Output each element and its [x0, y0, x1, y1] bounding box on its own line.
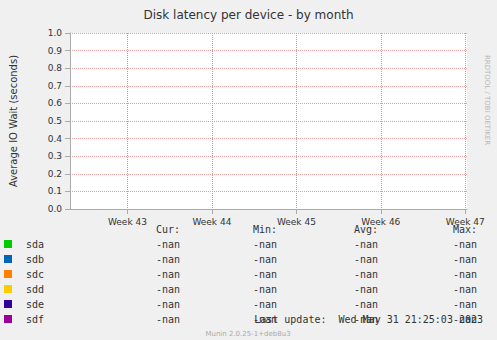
svg-text:-nan: -nan	[453, 254, 477, 265]
svg-text:RRDTOOL / TOBI OETIKER: RRDTOOL / TOBI OETIKER	[483, 55, 491, 145]
svg-text:sde: sde	[26, 299, 44, 310]
svg-text:Last update: Wed May 31 21:25: Last update: Wed May 31 21:25:03 2023	[254, 314, 483, 325]
svg-text:-nan: -nan	[156, 284, 180, 295]
svg-text:-nan: -nan	[354, 284, 378, 295]
svg-text:0.6: 0.6	[48, 98, 63, 108]
svg-text:-nan: -nan	[354, 299, 378, 310]
svg-text:Cur:: Cur:	[156, 224, 180, 235]
svg-text:sdb: sdb	[26, 254, 44, 265]
svg-text:Disk latency per device - by m: Disk latency per device - by month	[143, 8, 353, 22]
svg-text:-nan: -nan	[354, 239, 378, 250]
svg-text:Week 43: Week 43	[108, 217, 147, 227]
svg-text:0.7: 0.7	[48, 81, 62, 91]
svg-text:Week 45: Week 45	[277, 217, 316, 227]
svg-text:0.0: 0.0	[48, 204, 63, 214]
svg-text:sda: sda	[26, 239, 44, 250]
svg-text:Week 46: Week 46	[361, 217, 400, 227]
svg-text:-nan: -nan	[453, 269, 477, 280]
svg-text:Max:: Max:	[452, 223, 477, 235]
svg-text:0.5: 0.5	[48, 116, 62, 126]
svg-text:-nan: -nan	[156, 314, 180, 325]
svg-text:sdd: sdd	[26, 284, 44, 295]
svg-text:0.1: 0.1	[48, 186, 62, 196]
svg-text:-nan: -nan	[156, 299, 180, 310]
svg-text:Avg:: Avg:	[353, 223, 378, 235]
svg-text:-nan: -nan	[453, 239, 477, 250]
svg-text:-nan: -nan	[453, 284, 477, 295]
svg-text:-nan: -nan	[156, 239, 180, 250]
svg-text:-nan: -nan	[354, 269, 378, 280]
svg-text:-nan: -nan	[453, 299, 477, 310]
svg-text:-nan: -nan	[253, 284, 277, 295]
svg-text:0.2: 0.2	[48, 169, 62, 179]
svg-text:0.3: 0.3	[48, 151, 62, 161]
svg-text:-nan: -nan	[156, 254, 180, 265]
svg-text:-nan: -nan	[253, 254, 277, 265]
svg-text:Week 47: Week 47	[446, 217, 485, 227]
svg-text:sdf: sdf	[26, 314, 44, 325]
svg-text:0.4: 0.4	[48, 134, 63, 144]
svg-text:Average IO Wait (seconds): Average IO Wait (seconds)	[8, 55, 19, 187]
svg-text:Munin 2.0.25-1+deb8u3: Munin 2.0.25-1+deb8u3	[205, 330, 290, 338]
svg-text:0.8: 0.8	[48, 63, 63, 73]
svg-text:sdc: sdc	[26, 269, 44, 280]
svg-text:-nan: -nan	[156, 269, 180, 280]
svg-text:-nan: -nan	[253, 299, 277, 310]
svg-text:-nan: -nan	[354, 254, 378, 265]
svg-text:Min:: Min:	[253, 224, 277, 235]
svg-text:-nan: -nan	[253, 269, 277, 280]
svg-text:-nan: -nan	[253, 239, 277, 250]
svg-text:1.0: 1.0	[48, 28, 63, 38]
svg-text:0.9: 0.9	[48, 46, 63, 56]
svg-text:Week 44: Week 44	[192, 217, 231, 227]
